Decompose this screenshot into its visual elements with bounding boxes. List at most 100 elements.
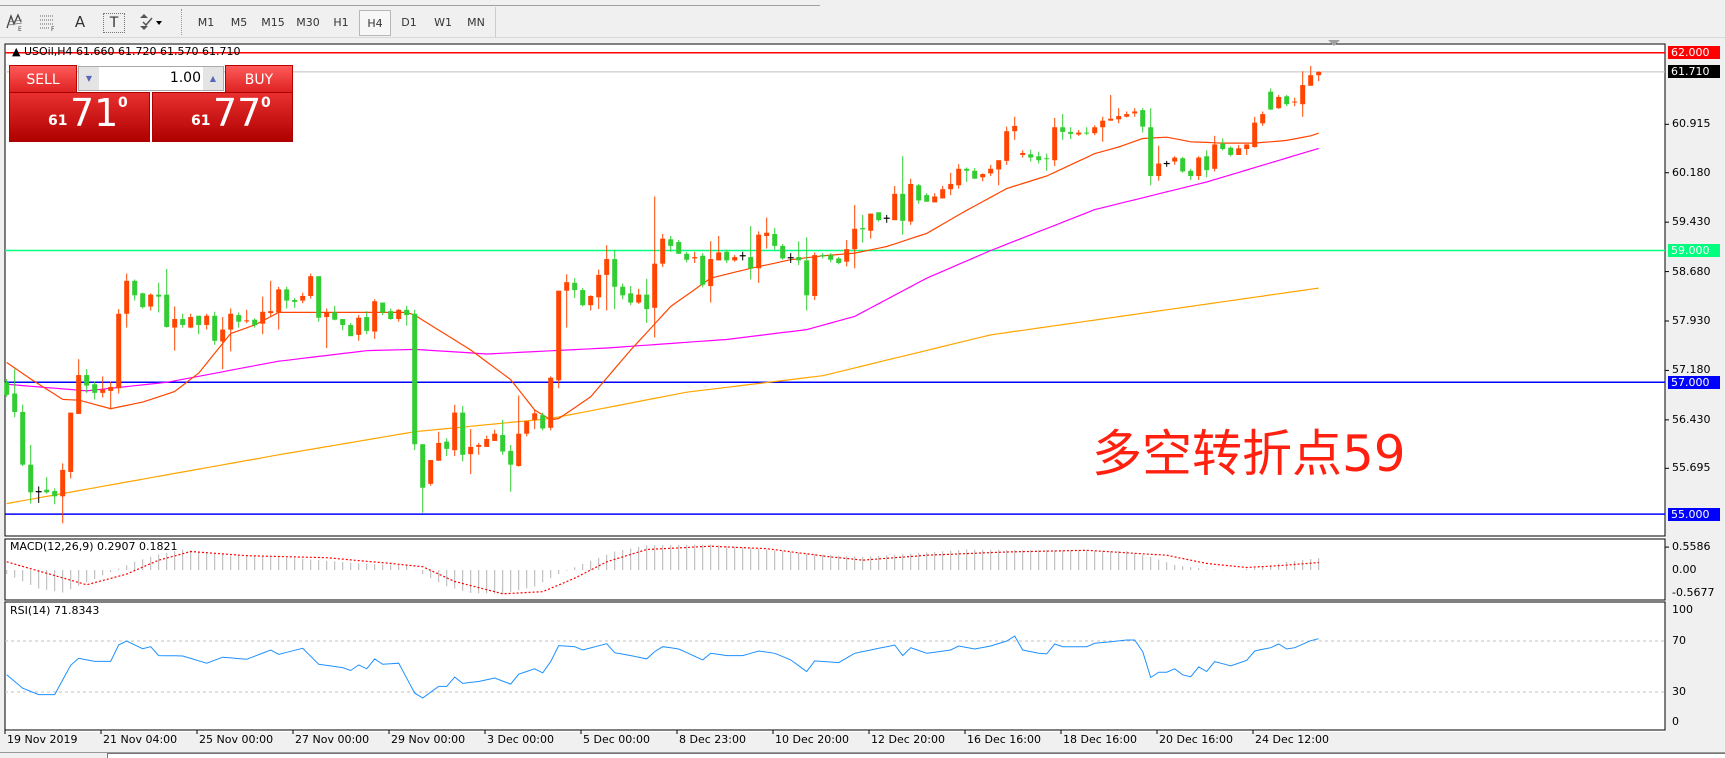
rsi-axis-label: 0 [1672, 715, 1679, 728]
candle-body [588, 295, 594, 306]
candle-body [308, 276, 314, 296]
macd-axis-label: 0.00 [1672, 563, 1697, 576]
time-axis-label: 3 Dec 00:00 [487, 733, 554, 746]
text-label-icon[interactable]: T [103, 13, 125, 33]
text-icon[interactable]: A [74, 13, 86, 31]
current-price-tag: 61.710 [1668, 65, 1720, 79]
candle-body [12, 393, 18, 412]
candle-body [268, 311, 274, 314]
timeframe-d1-button[interactable]: D1 [401, 15, 417, 29]
time-axis-label: 25 Nov 00:00 [199, 733, 274, 746]
volume-decrease-icon[interactable]: ▼ [79, 67, 99, 90]
time-axis-label: 12 Dec 20:00 [871, 733, 945, 746]
candle-body [988, 168, 994, 174]
candle-body [596, 274, 602, 298]
candle-body [1116, 116, 1122, 120]
buy-button[interactable]: BUY [225, 65, 293, 94]
candle-body [868, 213, 874, 231]
volume-stepper[interactable]: ▼ 1.00 ▲ [78, 66, 224, 91]
candle-body [356, 317, 362, 335]
candle-body [692, 257, 698, 259]
candle-body [180, 319, 186, 325]
candle-body [444, 441, 450, 449]
candle-body [1308, 75, 1314, 86]
chart-annotation-text[interactable]: 多空转折点59 [1092, 425, 1406, 483]
chart-shift-marker-icon [1328, 40, 1340, 46]
timeframe-m15-button[interactable]: M15 [261, 15, 285, 29]
candle-body [1028, 154, 1034, 158]
candle-body [1220, 143, 1226, 150]
macd-axis-label: -0.5677 [1672, 586, 1715, 600]
candle-body [508, 450, 514, 465]
candle-body [68, 412, 74, 472]
candle-body [1260, 114, 1266, 124]
time-axis-label: 24 Dec 12:00 [1255, 733, 1329, 746]
chart-area[interactable] [5, 43, 1665, 732]
candle-body [716, 252, 722, 261]
candle-body [428, 460, 434, 484]
candle-body [388, 311, 394, 320]
candle-body [372, 301, 378, 332]
sell-price-fraction: 0 [118, 95, 128, 111]
timeframe-m5-button[interactable]: M5 [230, 15, 248, 29]
candle-body [780, 245, 786, 259]
candle-body [324, 312, 330, 318]
timeframe-h1-button[interactable]: H1 [333, 15, 349, 29]
candle-body [844, 249, 850, 262]
collapse-triangle-icon[interactable]: ▲ [12, 45, 21, 58]
timeframe-mn-button[interactable]: MN [467, 15, 485, 29]
timeframe-m30-button[interactable]: M30 [296, 15, 320, 29]
price-level-tag[interactable]: 59.000 [1668, 244, 1720, 257]
candle-body [468, 446, 474, 455]
elliott-wave-icon[interactable]: E [4, 10, 26, 34]
price-level-tag[interactable]: 55.000 [1668, 507, 1720, 521]
candle-body [804, 260, 810, 296]
candle-body [220, 329, 226, 342]
candle-body [132, 280, 138, 296]
candle-body [276, 289, 282, 313]
arrows-icon[interactable] [136, 10, 166, 34]
rsi-axis-label: 100 [1672, 603, 1693, 616]
toolbar-separator [495, 7, 496, 37]
volume-increase-icon[interactable]: ▲ [203, 67, 223, 90]
time-axis-label: 5 Dec 00:00 [583, 733, 650, 746]
fibonacci-icon[interactable]: F [36, 10, 58, 34]
chart-tab[interactable] [107, 753, 1725, 758]
candle-body [1132, 111, 1138, 114]
moving-average-mid [6, 147, 1319, 392]
candle-body [1108, 118, 1114, 121]
candle-body [620, 286, 626, 296]
svg-text:E: E [18, 26, 22, 32]
timeframe-h4-button[interactable]: H4 [359, 10, 391, 36]
sell-price-button[interactable]: 61 71 0 [9, 91, 150, 142]
symbol-ohlc-label: USOil,H4 61.660 61.720 61.570 61.710 [23, 45, 241, 58]
price-level-tag[interactable]: 62.000 [1668, 46, 1720, 60]
candle-body [380, 302, 386, 313]
rsi-pane-frame [4, 601, 1666, 731]
buy-price-button[interactable]: 61 77 0 [152, 91, 293, 142]
volume-input[interactable]: 1.00 [169, 70, 201, 86]
price-level-tag[interactable]: 57.000 [1668, 375, 1720, 389]
chart-header: ▲ USOil,H4 61.660 61.720 61.570 61.710 [12, 45, 240, 58]
candle-body [124, 280, 130, 314]
moving-average-fast [6, 132, 1319, 421]
candle-body [164, 294, 170, 327]
macd-signal-line [6, 545, 1319, 595]
macd-label: MACD(12,26,9) 0.2907 0.1821 [10, 540, 178, 553]
candle-body [148, 294, 154, 307]
candle-body [996, 160, 1002, 170]
candle-body [956, 168, 962, 186]
candle-body [1212, 144, 1218, 169]
candle-body [964, 168, 970, 171]
candle-body [1012, 125, 1018, 132]
rsi-label: RSI(14) 71.8343 [10, 604, 100, 617]
timeframe-m1-button[interactable]: M1 [197, 15, 215, 29]
candle-body [140, 293, 146, 308]
price-axis-label: 60.915 [1672, 117, 1711, 131]
price-axis-label: 56.430 [1672, 412, 1711, 426]
timeframe-w1-button[interactable]: W1 [434, 15, 452, 29]
candle-body [532, 413, 538, 420]
candle-body [1292, 101, 1298, 103]
sell-button[interactable]: SELL [9, 65, 77, 94]
